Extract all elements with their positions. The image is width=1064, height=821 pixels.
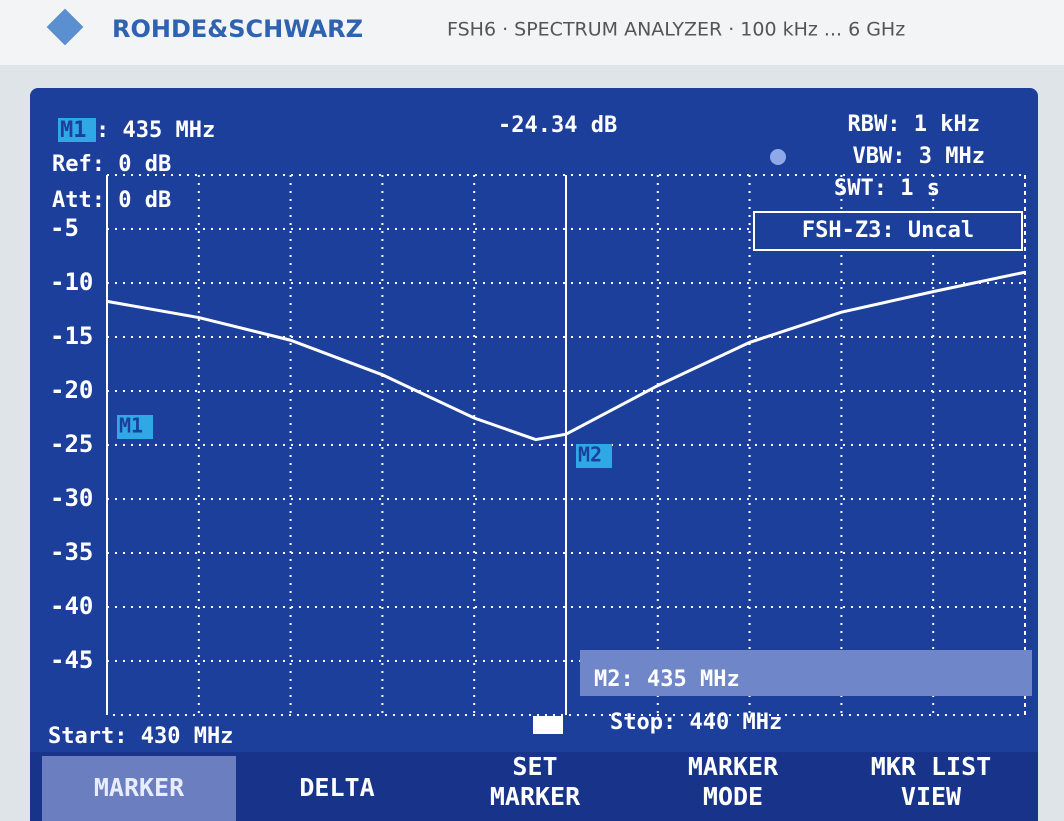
marker-tag-label: M1	[119, 414, 143, 438]
transducer: FSH-Z3: Uncal	[802, 218, 974, 243]
y-tick-label: -40	[50, 592, 93, 620]
att: Att: 0 dB	[52, 188, 171, 213]
marker-tag-label: M2	[578, 443, 602, 467]
marker-label: M1	[60, 118, 87, 143]
vbw: VBW: 3 MHz	[853, 144, 985, 169]
y-tick-label: -25	[50, 430, 93, 458]
stop: Stop: 440 MHz	[610, 710, 782, 735]
model: FSH6 · SPECTRUM ANALYZER · 100 kHz ... 6…	[447, 19, 905, 41]
y-tick-label: -30	[50, 484, 93, 512]
level: -24.34 dB	[498, 113, 617, 138]
softkey[interactable]: MARKER	[94, 773, 185, 802]
vbw-dot	[770, 149, 786, 165]
y-tick-label: -5	[50, 214, 79, 242]
marker-freq: : 435 MHz	[96, 118, 215, 143]
y-tick-label: -15	[50, 322, 93, 350]
y-tick-label: -35	[50, 538, 93, 566]
y-tick-label: -45	[50, 646, 93, 674]
ref: Ref: 0 dB	[52, 152, 171, 177]
m2-readout: M2: 435 MHz	[594, 667, 740, 692]
brand: ROHDE&SCHWARZ	[112, 15, 363, 43]
rbw: RBW: 1 kHz	[848, 112, 980, 137]
swt: SWT: 1 s	[834, 176, 940, 201]
y-tick-label: -20	[50, 376, 93, 404]
analyzer: ROHDE&SCHWARZ FSH6 · SPECTRUM ANALYZER ·…	[0, 0, 1064, 821]
y-tick-label: -10	[50, 268, 93, 296]
softkey[interactable]: DELTA	[299, 773, 374, 802]
trace-icon	[533, 716, 563, 734]
start: Start: 430 MHz	[48, 724, 233, 749]
